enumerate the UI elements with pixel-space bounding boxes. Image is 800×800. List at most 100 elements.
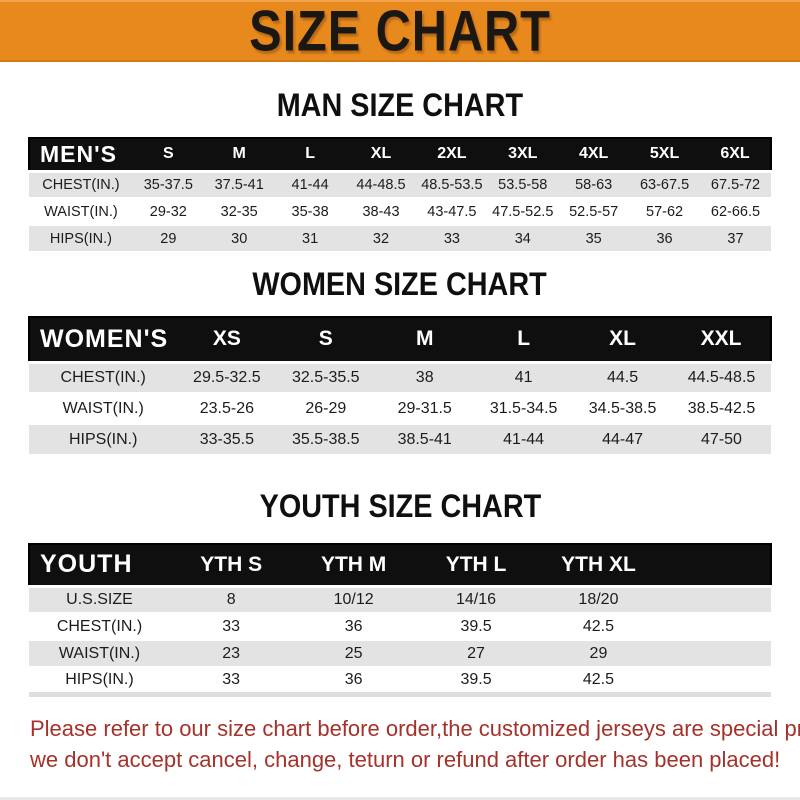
size-value-cell: 29.5-32.5 xyxy=(193,368,261,386)
size-value-cell: 18/20 xyxy=(578,590,619,608)
size-value-cell: 63-67.5 xyxy=(639,176,690,193)
size-value-cell: 42.5 xyxy=(582,670,615,688)
column-header-cell: YTH S xyxy=(200,552,263,576)
notice-line-1: Please refer to our size chart before or… xyxy=(30,715,800,741)
size-value-cell: 38.5-42.5 xyxy=(687,399,756,417)
spacer-cell xyxy=(660,544,771,586)
size-value-cell: 36 xyxy=(344,617,363,635)
row-label-cell: WAIST(IN.) xyxy=(62,399,144,417)
row-label-cell: WAIST(IN.) xyxy=(58,644,141,662)
youth-section-heading-text: YOUTH SIZE CHART xyxy=(259,488,541,524)
size-value-cell: 26-29 xyxy=(305,399,347,417)
size-value-cell: 33 xyxy=(443,230,460,247)
size-value-cell: 25 xyxy=(344,644,363,662)
size-value-cell: 39.5 xyxy=(460,617,492,635)
column-header-cell: XL xyxy=(370,145,392,163)
men-size-section: MAN SIZE CHART MEN'S S M L XL 2XL 3XL 4XL 5XL 6XL… xyxy=(0,86,800,253)
size-value-cell: 34.5-38.5 xyxy=(588,399,657,417)
size-chart-banner: SIZE CHART xyxy=(0,0,800,63)
size-value-cell: 33 xyxy=(222,617,241,635)
size-value-cell: 43-47.5 xyxy=(427,203,477,220)
row-label-cell: CHEST(IN.) xyxy=(60,368,146,386)
size-value-cell: 32.5-35.5 xyxy=(291,368,360,386)
size-value-cell: 62-66.5 xyxy=(710,203,761,220)
size-value-cell: 38-43 xyxy=(362,203,400,220)
size-value-cell: 29 xyxy=(160,230,177,247)
women-table-title-cell: WOMEN'S xyxy=(40,324,169,353)
size-value-cell: 53.5-58 xyxy=(498,176,548,193)
size-value-cell: 29 xyxy=(589,644,608,662)
column-header-cell: 6XL xyxy=(720,145,750,163)
size-value-cell: 27 xyxy=(467,644,485,662)
table-row: CHEST(IN.) 29.5-32.5 32.5-35.5 38 41 44.5 44.5… xyxy=(29,362,771,393)
size-value-cell: 34 xyxy=(514,230,531,247)
youth-section-heading: YOUTH SIZE CHART xyxy=(0,487,800,525)
header-row: WOMEN'S XS S M L XL XXL xyxy=(29,317,771,362)
size-value-cell: 41 xyxy=(514,368,533,386)
spacer-cell xyxy=(660,667,771,694)
size-value-cell: 35-37.5 xyxy=(143,176,193,193)
size-value-cell: 35-38 xyxy=(291,203,329,220)
size-value-cell: 41-44 xyxy=(503,430,545,448)
women-section-heading: WOMEN SIZE CHART xyxy=(0,265,800,303)
size-value-cell: 42.5 xyxy=(582,617,615,635)
column-header-cell: 4XL xyxy=(578,145,609,163)
size-value-cell: 29-32 xyxy=(149,203,187,220)
row-label-cell: CHEST(IN.) xyxy=(56,617,143,635)
size-value-cell: 36 xyxy=(656,230,673,247)
size-value-cell: 44.5 xyxy=(606,368,639,386)
column-header-cell: M xyxy=(232,145,246,163)
row-label-cell: U.S.SIZE xyxy=(66,590,133,608)
column-header-cell: YTH XL xyxy=(561,552,636,576)
size-value-cell: 38 xyxy=(415,368,434,386)
size-value-cell: 35 xyxy=(585,230,602,247)
row-label-cell: HIPS(IN.) xyxy=(65,670,134,688)
size-value-cell: 33-35.5 xyxy=(199,430,254,448)
women-size-table: WOMEN'S XS S M L XL XXL CHEST(IN.) 29.5-32.5 32.5… xyxy=(28,316,772,456)
column-header-cell: XS xyxy=(212,327,241,351)
size-value-cell: 48.5-53.5 xyxy=(421,176,483,193)
youth-table-title-cell: YOUTH xyxy=(40,550,133,579)
table-row: WAIST(IN.) 23 25 27 29 xyxy=(29,640,771,667)
table-row: HIPS(IN.) 29 30 31 32 33 34 35 36 37 xyxy=(29,225,771,252)
size-value-cell: 67.5-72 xyxy=(710,176,761,193)
women-section-heading-text: WOMEN SIZE CHART xyxy=(252,266,548,302)
size-value-cell: 47-50 xyxy=(701,430,742,448)
size-value-cell: 10/12 xyxy=(333,590,374,608)
size-value-cell: 44-48.5 xyxy=(356,176,406,193)
size-value-cell: 32-35 xyxy=(220,203,258,220)
column-header-cell: YTH M xyxy=(320,552,387,576)
table-row: HIPS(IN.) 33 36 39.5 42.5 xyxy=(29,667,771,694)
table-row: WAIST(IN.) 29-32 32-35 35-38 38-43 43-47.5 47.… xyxy=(29,198,771,225)
men-table-title-cell: MEN'S xyxy=(40,140,117,167)
column-header-cell: 3XL xyxy=(508,145,538,163)
table-row: CHEST(IN.) 35-37.5 37.5-41 41-44 44-48.5 48.5… xyxy=(29,171,771,198)
table-row: HIPS(IN.) 33-35.5 35.5-38.5 38.5-41 41-44 44-… xyxy=(29,424,771,455)
column-header-cell: XL xyxy=(609,327,636,351)
column-header-cell: L xyxy=(305,145,315,163)
row-label-cell: CHEST(IN.) xyxy=(42,176,120,193)
header-row: YOUTH YTH S YTH M YTH L YTH XL xyxy=(29,544,771,586)
size-value-cell: 36 xyxy=(344,670,363,688)
column-header-cell: XXL xyxy=(700,327,742,351)
men-size-table: MEN'S S M L XL 2XL 3XL 4XL 5XL 6XL CHEST(IN.) 35-37… xyxy=(28,137,772,253)
size-value-cell: 30 xyxy=(231,230,248,247)
size-value-cell: 35.5-38.5 xyxy=(291,430,360,448)
size-value-cell: 52.5-57 xyxy=(569,203,619,220)
column-header-cell: 5XL xyxy=(649,145,680,163)
size-value-cell: 37 xyxy=(727,230,744,247)
table-row: WAIST(IN.) 23.5-26 26-29 29-31.5 31.5-34.5 34… xyxy=(29,393,771,424)
size-value-cell: 37.5-41 xyxy=(214,176,264,193)
banner-title: SIZE CHART xyxy=(249,0,551,63)
men-section-heading: MAN SIZE CHART xyxy=(0,86,800,124)
size-value-cell: 58-63 xyxy=(575,176,613,193)
spacer-cell xyxy=(660,613,771,640)
column-header-cell: S xyxy=(162,145,174,163)
size-value-cell: 29-31.5 xyxy=(397,399,452,417)
table-row: U.S.SIZE 8 10/12 14/16 18/20 xyxy=(29,586,771,613)
header-row: MEN'S S M L XL 2XL 3XL 4XL 5XL 6XL xyxy=(29,138,771,171)
column-header-cell: M xyxy=(415,327,434,351)
size-value-cell: 44-47 xyxy=(602,430,643,448)
size-value-cell: 38.5-41 xyxy=(397,430,452,448)
